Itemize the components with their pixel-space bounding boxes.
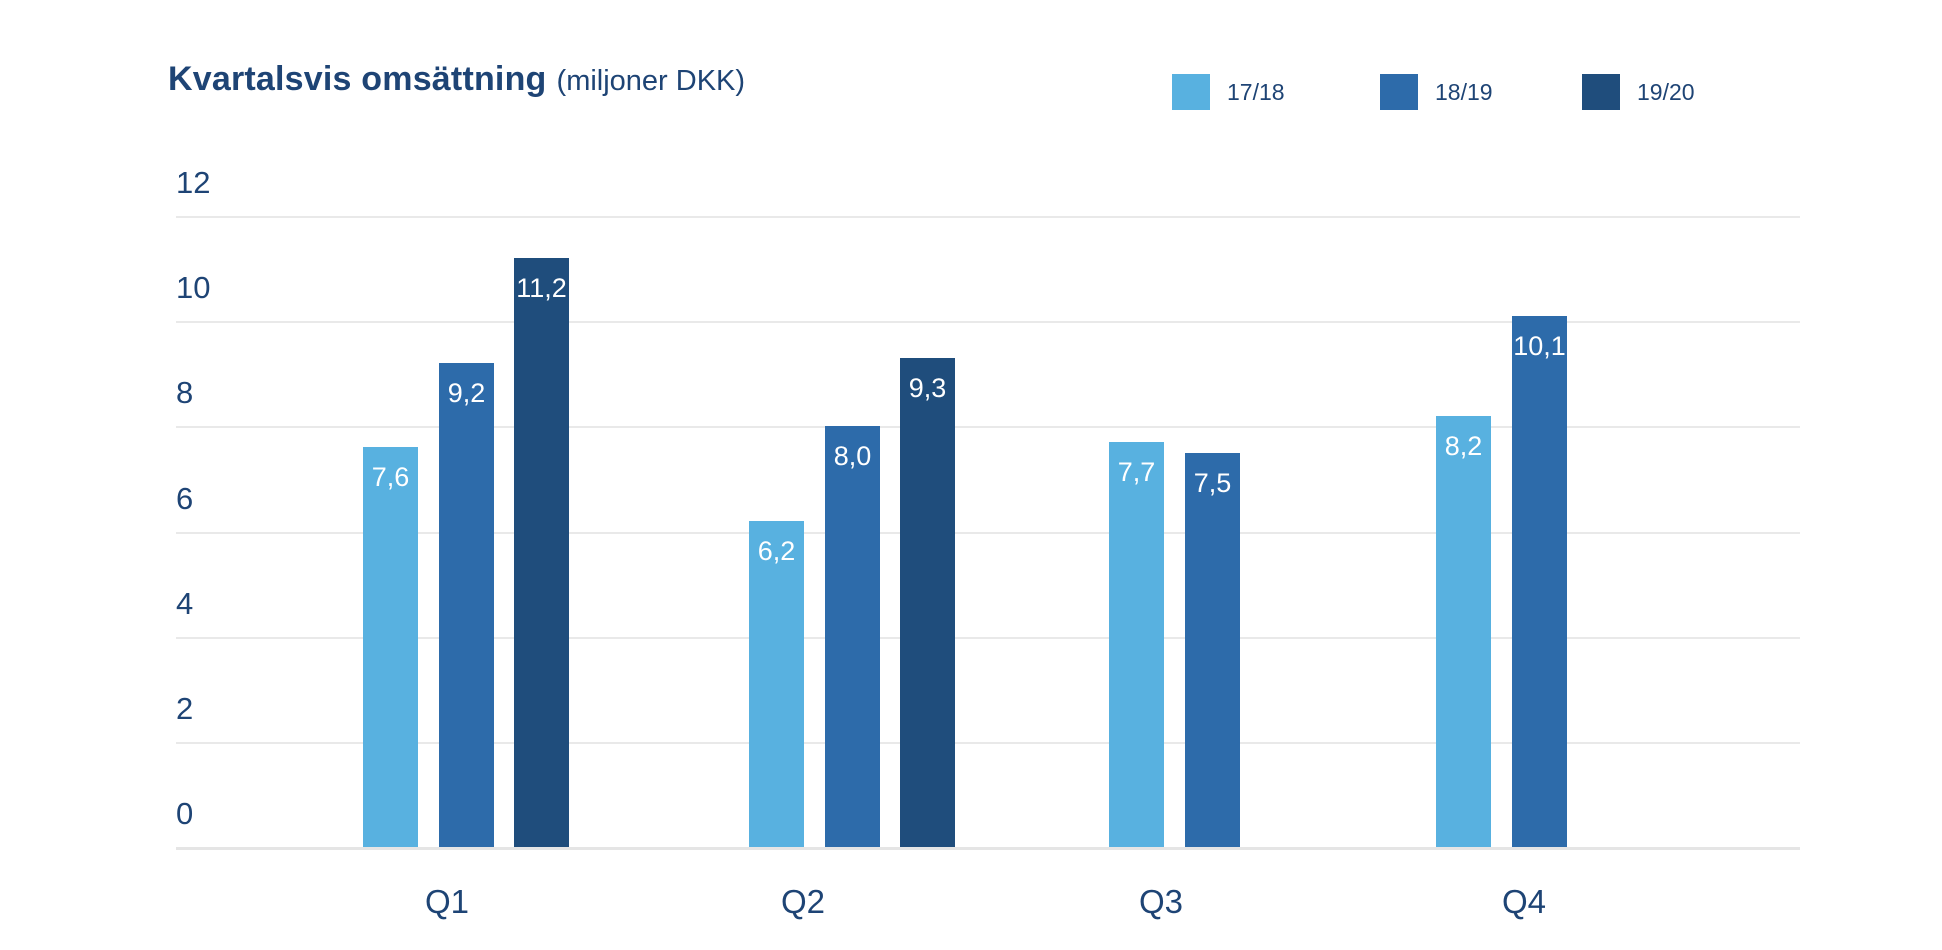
legend-item-19-20: 19/20 — [1582, 73, 1695, 111]
chart-title-unit: (miljoner DKK) — [556, 65, 746, 97]
bar-value-label: 9,3 — [908, 373, 947, 403]
bar-19-20-q1: 11,2 — [514, 258, 569, 847]
bar-17-18-q2: 6,2 — [749, 521, 804, 847]
y-axis-label: 0 — [176, 796, 194, 831]
bar-value-label: 6,2 — [757, 536, 796, 566]
chart-title: Kvartalsvis omsättning (miljoner DKK) — [168, 60, 745, 99]
bar-value-label: 11,2 — [516, 273, 567, 303]
x-axis-label-q3: Q3 — [1138, 883, 1184, 920]
bar-18-19-q4: 10,1 — [1512, 316, 1567, 847]
chart-title-text: Kvartalsvis omsättning — [168, 60, 547, 98]
bar-17-18-q4: 8,2 — [1436, 416, 1491, 847]
legend-item-label: 18/19 — [1435, 79, 1493, 105]
y-axis-label: 4 — [176, 586, 194, 621]
x-axis-label-q4: Q4 — [1501, 883, 1547, 920]
bar-18-19-q1: 9,2 — [439, 363, 494, 847]
bar-value-label: 7,6 — [371, 462, 410, 492]
legend-swatch-icon — [1582, 74, 1620, 110]
bar-value-label: 10,1 — [1513, 331, 1566, 361]
baseline — [176, 847, 1800, 850]
bar-value-label: 7,7 — [1117, 457, 1156, 487]
gridline — [176, 321, 1800, 323]
legend-item-18-19: 18/19 — [1380, 73, 1493, 111]
bar-17-18-q3: 7,7 — [1109, 442, 1164, 847]
y-axis-label: 8 — [176, 375, 194, 410]
bar-value-label: 9,2 — [447, 378, 486, 408]
legend-item-label: 19/20 — [1637, 79, 1695, 105]
bar-value-label: 7,5 — [1193, 468, 1232, 498]
y-axis-label: 12 — [176, 165, 211, 200]
x-axis-label-q2: Q2 — [780, 883, 826, 920]
gridline — [176, 532, 1800, 534]
gridline — [176, 637, 1800, 639]
bar-17-18-q1: 7,6 — [363, 447, 418, 847]
x-axis-label-q1: Q1 — [424, 883, 470, 920]
legend-item-17-18: 17/18 — [1172, 73, 1285, 111]
bar-value-label: 8,0 — [833, 441, 872, 471]
y-axis-label: 6 — [176, 481, 194, 516]
legend-swatch-icon — [1172, 74, 1210, 110]
bar-18-19-q3: 7,5 — [1185, 453, 1240, 847]
gridline — [176, 426, 1800, 428]
legend-swatch-icon — [1380, 74, 1418, 110]
bar-19-20-q2: 9,3 — [900, 358, 955, 847]
bar-18-19-q2: 8,0 — [825, 426, 880, 847]
gridline — [176, 216, 1800, 218]
bar-value-label: 8,2 — [1444, 431, 1483, 461]
y-axis-label: 2 — [176, 691, 194, 726]
y-axis-label: 10 — [176, 270, 211, 305]
gridline — [176, 742, 1800, 744]
legend-item-label: 17/18 — [1227, 79, 1285, 105]
